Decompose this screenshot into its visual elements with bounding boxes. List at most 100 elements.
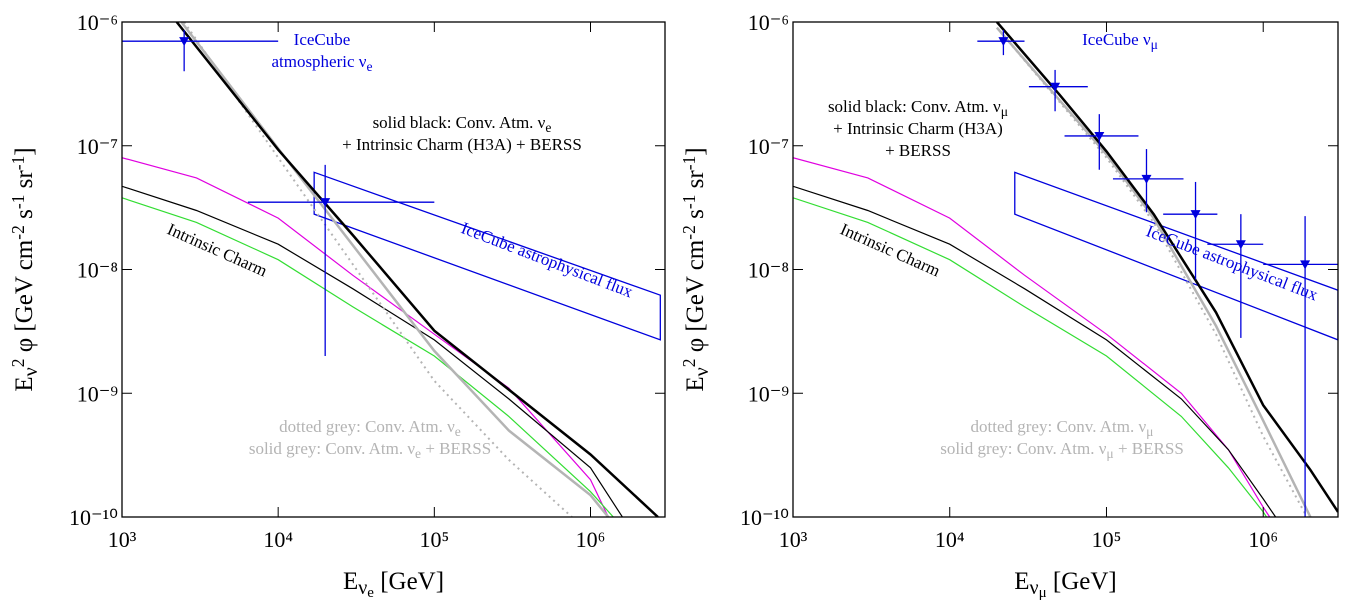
text-part: atmospheric ν xyxy=(271,52,366,71)
annotation-line: solid grey: Conv. Atm. νμ + BERSS xyxy=(940,439,1184,461)
text-part: ν xyxy=(1030,577,1039,599)
x-tick-label: 10⁵ xyxy=(419,527,449,552)
y-axis-label: Eν2 φ [GeV cm-2 s-1 sr-1] xyxy=(8,147,42,391)
x-axis-label: Eνe [GeV] xyxy=(343,568,444,601)
annotation-line: IceCube astrophysical flux xyxy=(459,218,636,301)
annotation-line: IceCube νμ xyxy=(1082,30,1158,52)
annotation-line: solid black: Conv. Atm. νμ xyxy=(828,97,1008,119)
y-tick-label: 10⁻⁸ xyxy=(77,258,118,283)
text-part: + BERSS xyxy=(421,439,491,458)
series-line xyxy=(995,22,1338,513)
text-part: s xyxy=(682,209,709,225)
text-part: 2 xyxy=(679,359,699,368)
y-tick-label: 10⁻¹⁰ xyxy=(740,505,789,530)
text-part: IceCube ν xyxy=(1082,30,1151,49)
text-part: e xyxy=(366,59,372,74)
data-point xyxy=(998,37,1009,47)
y-tick-label: 10⁻¹⁰ xyxy=(69,505,118,530)
text-part: -1 xyxy=(8,156,28,171)
plot-area xyxy=(122,22,661,517)
text-part: e xyxy=(455,424,461,439)
text-part: IceCube astrophysical flux xyxy=(1144,221,1321,304)
text-part: μ xyxy=(1001,104,1008,119)
text-part: + BERSS xyxy=(1114,439,1184,458)
data-point xyxy=(1190,210,1201,220)
series-line xyxy=(122,185,623,517)
annotation-line: solid grey: Conv. Atm. νe + BERSS xyxy=(249,439,491,461)
text-part: ν xyxy=(358,577,367,599)
text-part: -1 xyxy=(679,195,699,210)
text-part: 2 xyxy=(8,359,28,368)
text-part: -2 xyxy=(8,225,28,240)
text-part: s xyxy=(11,209,38,225)
text-part: ν xyxy=(20,367,42,376)
series-line xyxy=(122,197,614,517)
annotation-line: solid black: Conv. Atm. νe xyxy=(373,113,552,135)
x-tick-label: 10⁴ xyxy=(935,527,965,552)
annotation-line: + BERSS xyxy=(885,141,951,160)
annotation: IceCube astrophysical flux xyxy=(1144,221,1321,304)
y-tick-label: 10⁻⁹ xyxy=(77,381,119,406)
x-tick-label: 10⁴ xyxy=(263,527,293,552)
series-line xyxy=(793,157,1271,517)
text-part: e xyxy=(367,585,374,601)
panel: 10³ 10⁴ 10⁵ 10⁶ 10⁻¹⁰ 10⁻⁹ 10⁻⁸ 10⁻⁷ 10⁻⁶ Eνe [Ge… xyxy=(8,10,666,601)
text-part: e xyxy=(415,446,421,461)
text-part: solid black: Conv. Atm. ν xyxy=(828,97,1001,116)
y-tick-label: 10⁻⁹ xyxy=(748,381,790,406)
text-part: -2 xyxy=(679,225,699,240)
y-tick-label: 10⁻⁷ xyxy=(77,134,118,159)
text-part: + BERSS xyxy=(885,141,951,160)
y-tick-label: 10⁻⁶ xyxy=(77,10,118,35)
plot-area xyxy=(793,22,1338,517)
text-part: Intrinsic Charm xyxy=(164,220,270,281)
text-part: solid black: Conv. Atm. ν xyxy=(373,113,546,132)
series-line xyxy=(996,27,1308,517)
text-part: μ xyxy=(1039,585,1047,601)
data-point xyxy=(1300,260,1311,270)
series-line xyxy=(793,197,1268,517)
y-axis-label: Eν2 φ [GeV cm-2 s-1 sr-1] xyxy=(679,147,713,391)
text-part: E xyxy=(343,568,358,595)
annotation: solid black: Conv. Atm. νμ+ Intrinsic Ch… xyxy=(828,97,1008,160)
y-tick-label: 10⁻⁸ xyxy=(748,258,789,283)
text-part: -1 xyxy=(8,195,28,210)
annotation: IceCube atmospheric νe xyxy=(271,30,372,74)
text-part: φ [GeV cm xyxy=(11,239,38,358)
text-part: ν xyxy=(691,367,713,376)
text-part: -1 xyxy=(679,156,699,171)
x-axis-label: Eνμ [GeV] xyxy=(1014,568,1116,601)
series-line xyxy=(995,26,1312,517)
annotation: Intrinsic Charm xyxy=(164,220,270,281)
text-part: sr xyxy=(682,170,709,195)
x-tick-label: 10³ xyxy=(108,527,137,552)
data-point xyxy=(179,37,190,47)
x-tick-label: 10⁶ xyxy=(576,527,606,552)
annotation-line: dotted grey: Conv. Atm. νe xyxy=(279,417,461,439)
annotation-line: + Intrinsic Charm (H3A) xyxy=(833,119,1003,138)
x-tick-label: 10⁵ xyxy=(1092,527,1122,552)
text-part: μ xyxy=(1151,37,1158,52)
annotation-line: IceCube astrophysical flux xyxy=(1144,221,1321,304)
annotation: solid black: Conv. Atm. νe+ Intrinsic Ch… xyxy=(342,113,582,154)
annotation-line: + Intrinsic Charm (H3A) + BERSS xyxy=(342,135,582,154)
text-part: IceCube xyxy=(294,30,351,49)
annotation-line: dotted grey: Conv. Atm. νμ xyxy=(971,417,1154,439)
annotation-line: Intrinsic Charm xyxy=(164,220,270,281)
text-part: solid grey: Conv. Atm. ν xyxy=(940,439,1107,458)
data-point xyxy=(320,198,331,208)
text-part: IceCube astrophysical flux xyxy=(459,218,636,301)
text-part: φ [GeV cm xyxy=(682,239,709,358)
text-part: ] xyxy=(11,147,38,155)
y-tick-label: 10⁻⁶ xyxy=(748,10,789,35)
series-line xyxy=(793,185,1277,517)
annotation-line: IceCube xyxy=(294,30,351,49)
text-part: ] xyxy=(682,147,709,155)
astro-band xyxy=(313,171,661,341)
text-part: μ xyxy=(1146,424,1153,439)
text-part: μ xyxy=(1106,446,1113,461)
text-part: + Intrinsic Charm (H3A) xyxy=(833,119,1003,138)
